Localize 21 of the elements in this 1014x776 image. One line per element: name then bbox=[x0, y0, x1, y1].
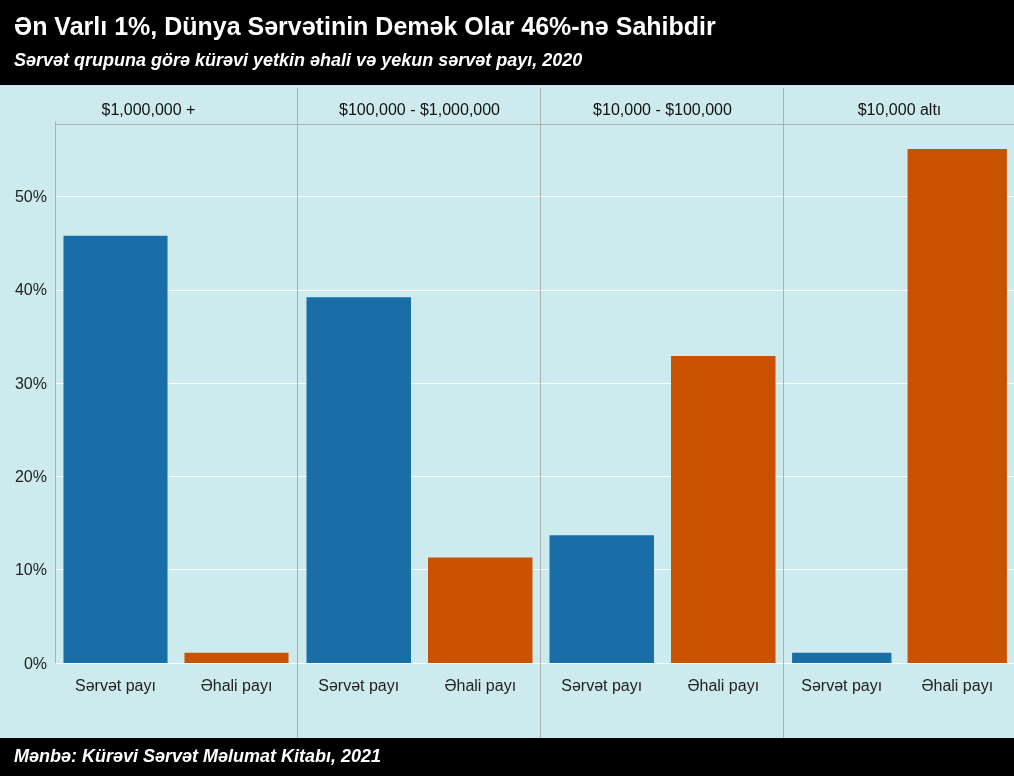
x-tick-label: Əhali payı bbox=[444, 676, 517, 694]
x-tick-label: Əhali payı bbox=[687, 676, 760, 694]
y-tick-label: 0% bbox=[23, 654, 47, 672]
chart-title: $100,000 - $1,000,000 bbox=[338, 100, 501, 118]
y-tick-label: 20% bbox=[14, 467, 47, 485]
chart-title: $1,000,000 + bbox=[101, 100, 196, 118]
text: Ən Varlı 1%, Dünya Sərvətinin Demək Olar 46%-nə Sahibdir bbox=[14, 12, 716, 41]
x-tick-label: Sərvət payı bbox=[75, 676, 156, 694]
y-tick-label: 10% bbox=[14, 561, 47, 579]
text: Mənbə: Kürəvi Sərvət Məlumat Kitabı, 2021 bbox=[14, 746, 382, 767]
x-tick-label: Sərvət payı bbox=[561, 676, 643, 694]
x-tick-label: Sərvət payı bbox=[801, 676, 883, 694]
y-tick-label: 50% bbox=[14, 188, 47, 206]
chart-title: $10,000 altı bbox=[857, 100, 942, 118]
x-tick-label: Sərvət payı bbox=[318, 676, 400, 694]
chart-title: $10,000 - $100,000 bbox=[593, 100, 732, 118]
y-tick-label: 40% bbox=[14, 281, 47, 299]
text: Sərvət qrupuna görə kürəvi yetkin əhali və yekun sərvət payı, 2020 bbox=[14, 50, 583, 71]
x-tick-label: Əhali payı bbox=[921, 676, 994, 694]
y-tick-label: 30% bbox=[14, 374, 47, 392]
x-tick-label: Əhali payı bbox=[200, 676, 273, 694]
